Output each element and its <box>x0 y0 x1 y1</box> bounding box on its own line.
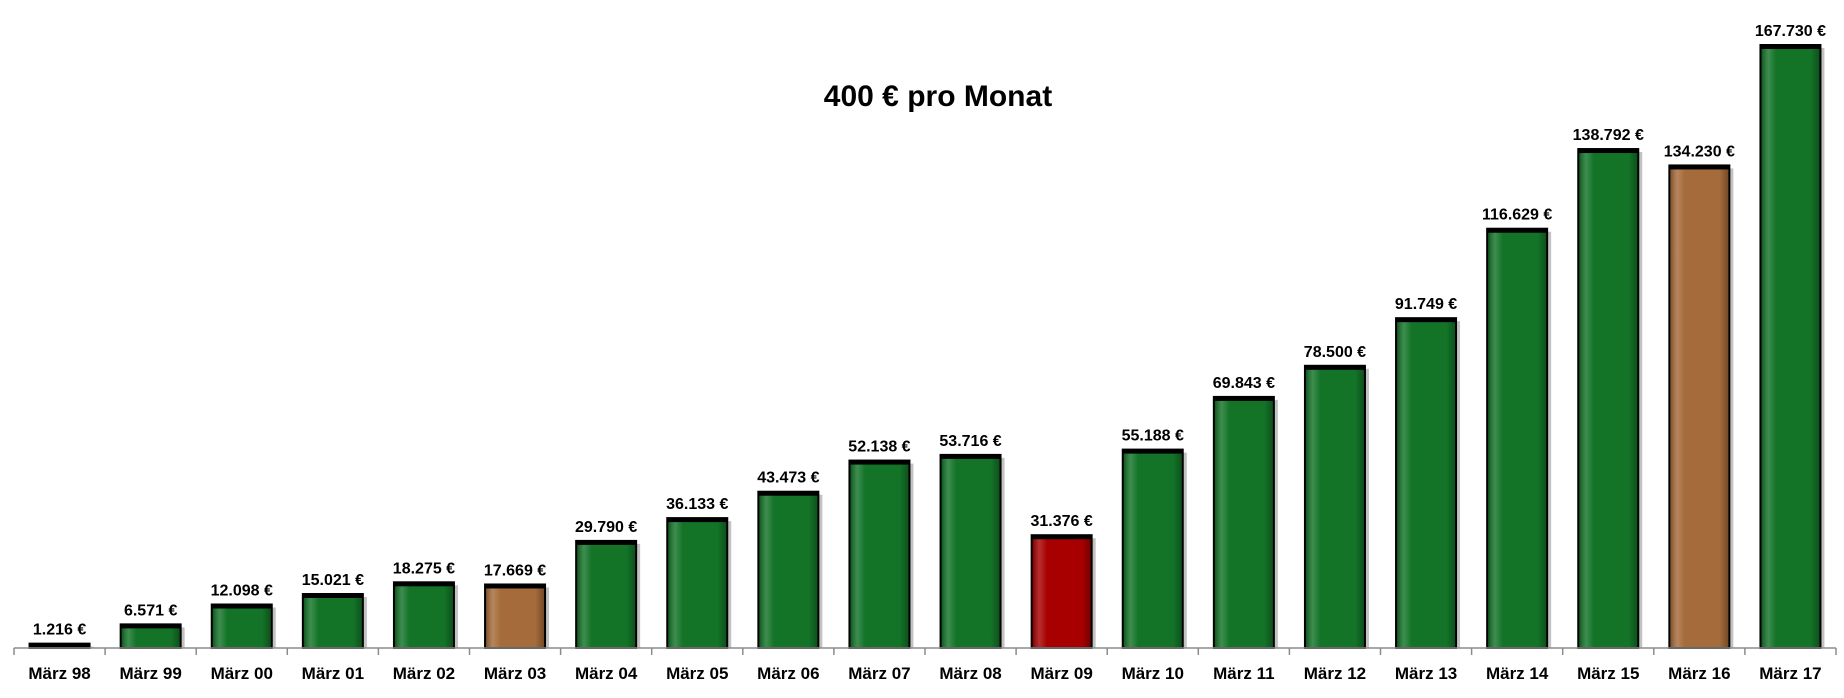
value-label-2: 6.571 € <box>124 602 177 619</box>
x-tick-label-20: März 17 <box>1759 664 1821 683</box>
x-tick-label-17: März 14 <box>1486 664 1549 683</box>
bar-9 <box>757 490 823 649</box>
value-label-3: 12.098 € <box>211 583 273 600</box>
value-label-8: 36.133 € <box>666 496 728 513</box>
x-tick-label-5: März 02 <box>393 664 455 683</box>
value-label-19: 134.230 € <box>1664 143 1735 160</box>
x-tick-label-6: März 03 <box>484 664 546 683</box>
bar-16 <box>1395 317 1461 649</box>
x-tick-label-13: März 10 <box>1122 664 1184 683</box>
value-label-11: 53.716 € <box>939 433 1001 450</box>
chart-title: 400 € pro Monat <box>824 80 1052 113</box>
value-label-12: 31.376 € <box>1031 513 1093 530</box>
bar-19 <box>1668 164 1734 649</box>
x-tick-label-18: März 15 <box>1577 664 1639 683</box>
bar-8 <box>666 517 732 649</box>
value-label-4: 15.021 € <box>302 572 364 589</box>
x-tick-label-7: März 04 <box>575 664 638 683</box>
bar-20 <box>1759 44 1825 649</box>
bar-13 <box>1121 448 1187 649</box>
value-label-9: 43.473 € <box>757 470 819 487</box>
value-label-5: 18.275 € <box>393 560 455 577</box>
x-tick-label-14: März 11 <box>1213 664 1274 683</box>
x-tick-label-19: März 16 <box>1668 664 1730 683</box>
bar-12 <box>1030 534 1096 650</box>
x-tick-label-2: März 99 <box>119 664 181 683</box>
value-label-1: 1.216 € <box>33 622 86 639</box>
bar-10 <box>848 459 914 649</box>
x-tick-label-11: März 08 <box>939 664 1001 683</box>
x-tick-label-8: März 05 <box>666 664 728 683</box>
bar-7 <box>575 539 641 650</box>
value-label-18: 138.792 € <box>1573 127 1644 144</box>
bars-group: 1.216 € 6.571 € 12.098 € 15.021 € 18.275 € 17… <box>28 23 1826 650</box>
value-label-7: 29.790 € <box>575 519 637 536</box>
x-tick-label-1: März 98 <box>28 664 90 683</box>
x-axis-labels: März 98 März 99 März 00 März 01 März 02 März … <box>28 664 1821 683</box>
bar-11 <box>939 453 1005 649</box>
value-label-17: 116.629 € <box>1482 207 1552 224</box>
bar-15 <box>1303 364 1369 649</box>
value-label-20: 167.730 € <box>1755 23 1826 40</box>
bar-14 <box>1212 395 1278 649</box>
value-label-6: 17.669 € <box>484 562 546 579</box>
x-tick-label-9: März 06 <box>757 664 819 683</box>
bar-6 <box>484 583 550 649</box>
bar-17 <box>1486 227 1552 649</box>
x-axis-ticks <box>13 648 1837 655</box>
value-label-13: 55.188 € <box>1122 428 1184 445</box>
x-tick-label-3: März 00 <box>211 664 273 683</box>
value-label-14: 69.843 € <box>1213 375 1275 392</box>
bar-2 <box>119 623 185 649</box>
x-tick-label-4: März 01 <box>302 664 364 683</box>
bar-3 <box>210 603 276 649</box>
value-label-16: 91.749 € <box>1395 296 1457 313</box>
x-tick-label-15: März 12 <box>1304 664 1366 683</box>
bar-5 <box>392 581 458 650</box>
bar-4 <box>301 592 367 649</box>
x-tick-label-10: März 07 <box>848 664 910 683</box>
x-tick-label-12: März 09 <box>1030 664 1092 683</box>
bar-18 <box>1577 148 1643 650</box>
x-tick-label-16: März 13 <box>1395 664 1457 683</box>
value-label-15: 78.500 € <box>1304 344 1366 361</box>
value-label-10: 52.138 € <box>848 439 910 456</box>
